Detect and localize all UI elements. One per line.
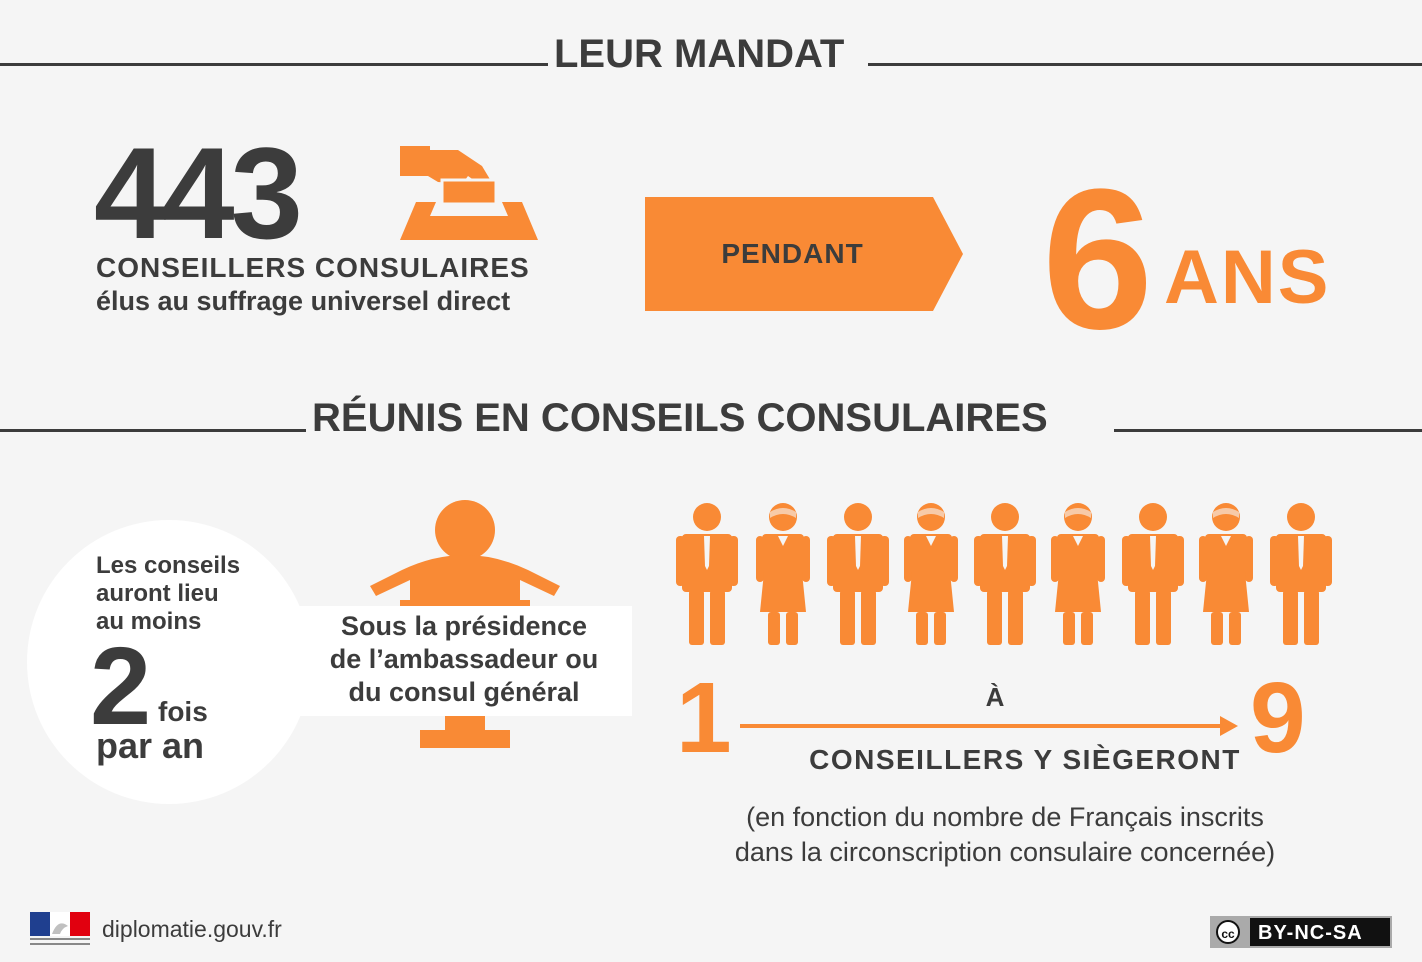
- man-figure-icon: [827, 503, 889, 645]
- woman-figure-icon: [756, 503, 810, 645]
- councillor-count-label: CONSEILLERS CONSULAIRES: [96, 252, 530, 283]
- councillors-label: CONSEILLERS Y SIÈGERONT: [809, 744, 1241, 775]
- podium-speaker-icon: [370, 500, 560, 748]
- site-link[interactable]: diplomatie.gouv.fr: [102, 916, 282, 942]
- duration-number: 6: [1042, 148, 1154, 371]
- frequency-line2: auront lieu: [96, 580, 219, 607]
- republique-francaise-logo: [30, 912, 90, 945]
- range-arrow-icon: [740, 716, 1238, 736]
- frequency-number: 2: [90, 625, 151, 748]
- woman-figure-icon: [1051, 503, 1105, 645]
- woman-figure-icon: [904, 503, 958, 645]
- frequency-period: par an: [96, 725, 205, 766]
- councillors-min: 1: [676, 662, 732, 774]
- councillors-note-line2: dans la circonscription consulaire conce…: [734, 837, 1276, 867]
- man-figure-icon: [974, 503, 1036, 645]
- councillor-count-subtitle: élus au suffrage universel direct: [96, 286, 511, 316]
- section2-rule-left: [0, 429, 306, 432]
- presidence-line1: Sous la présidence: [340, 611, 588, 641]
- councillors-note: (en fonction du nombre de Français inscr…: [660, 800, 1350, 870]
- frequency-line1: Les conseils: [96, 552, 241, 579]
- duration-unit: ANS: [1164, 235, 1331, 320]
- cc-license-text: BY-NC-SA: [1258, 922, 1363, 944]
- section-title-mandat: LEUR MANDAT: [554, 32, 845, 76]
- presidence-text: Sous la présidence de l’ambassadeur ou d…: [296, 610, 632, 709]
- header-rule-right: [868, 63, 1422, 66]
- pendant-arrow: [645, 197, 963, 311]
- frequency-line3: au moins: [96, 608, 202, 635]
- man-figure-icon: [1122, 503, 1184, 645]
- presidence-line3: du consul général: [348, 677, 580, 707]
- frequency-intro: Les conseils auront lieu au moins: [96, 552, 240, 636]
- header-rule-left: [0, 63, 548, 66]
- councillors-note-line1: (en fonction du nombre de Français inscr…: [746, 802, 1264, 832]
- ballot-box-icon: [400, 146, 538, 240]
- section-title-conseils: RÉUNIS EN CONSEILS CONSULAIRES: [312, 396, 1048, 440]
- woman-figure-icon: [1199, 503, 1253, 645]
- presidence-box: [296, 606, 632, 716]
- councillors-max: 9: [1250, 662, 1306, 774]
- councillors-connector: À: [985, 682, 1005, 712]
- frequency-unit: fois: [158, 696, 208, 727]
- section2-rule-right: [1114, 429, 1422, 432]
- man-figure-icon: [1270, 503, 1332, 645]
- man-figure-icon: [676, 503, 738, 645]
- frequency-circle: [27, 520, 311, 804]
- presidence-line2: de l’ambassadeur ou: [329, 644, 599, 674]
- cc-icon: cc: [1216, 920, 1240, 944]
- cc-license-badge[interactable]: cc BY-NC-SA: [1210, 916, 1392, 948]
- councillor-figures: [676, 500, 1336, 645]
- pendant-label: PENDANT: [721, 238, 864, 269]
- councillor-count: 443: [94, 120, 303, 266]
